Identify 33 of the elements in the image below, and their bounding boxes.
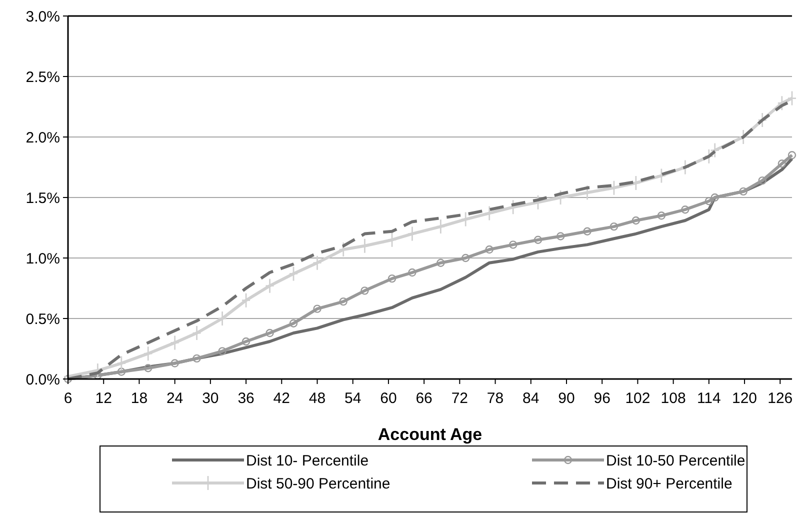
x-tick-label: 126 bbox=[768, 390, 793, 407]
y-tick-label: 3.0% bbox=[26, 8, 60, 26]
x-tick-label: 84 bbox=[522, 390, 540, 407]
x-tick-label: 12 bbox=[95, 390, 112, 407]
x-tick-label: 48 bbox=[308, 390, 326, 407]
x-axis-title: Account Age bbox=[378, 425, 482, 444]
x-tick-label: 6 bbox=[64, 390, 72, 407]
y-tick-label: 0.5% bbox=[26, 310, 60, 328]
x-tick-label: 114 bbox=[696, 390, 721, 407]
x-tick-label: 102 bbox=[625, 390, 650, 407]
y-tick-label: 1.5% bbox=[26, 190, 60, 207]
x-tick-label: 24 bbox=[166, 390, 184, 407]
x-tick-label: 18 bbox=[130, 390, 148, 407]
x-tick-label: 36 bbox=[238, 390, 254, 407]
legend-label: Dist 50-90 Percentine bbox=[246, 475, 390, 492]
x-tick-label: 96 bbox=[594, 390, 610, 407]
x-tick-label: 120 bbox=[732, 390, 758, 407]
x-tick-label: 60 bbox=[380, 390, 397, 407]
x-tick-label: 72 bbox=[451, 390, 468, 407]
y-tick-label: 1.0% bbox=[26, 250, 60, 268]
y-tick-label: 2.5% bbox=[26, 68, 60, 86]
legend-label: Dist 10- Percentile bbox=[246, 452, 369, 470]
legend-label: Dist 90+ Percentile bbox=[606, 475, 732, 492]
x-tick-label: 78 bbox=[486, 390, 504, 407]
y-tick-label: 2.0% bbox=[26, 129, 60, 146]
y-tick-label: 0.0% bbox=[26, 371, 60, 388]
x-tick-label: 42 bbox=[273, 390, 290, 407]
x-tick-label: 90 bbox=[558, 390, 575, 407]
legend-label: Dist 10-50 Percentile bbox=[606, 452, 746, 470]
x-tick-label: 30 bbox=[202, 390, 219, 407]
x-tick-label: 54 bbox=[344, 390, 362, 407]
x-tick-label: 108 bbox=[660, 390, 686, 407]
x-tick-label: 66 bbox=[416, 390, 432, 407]
